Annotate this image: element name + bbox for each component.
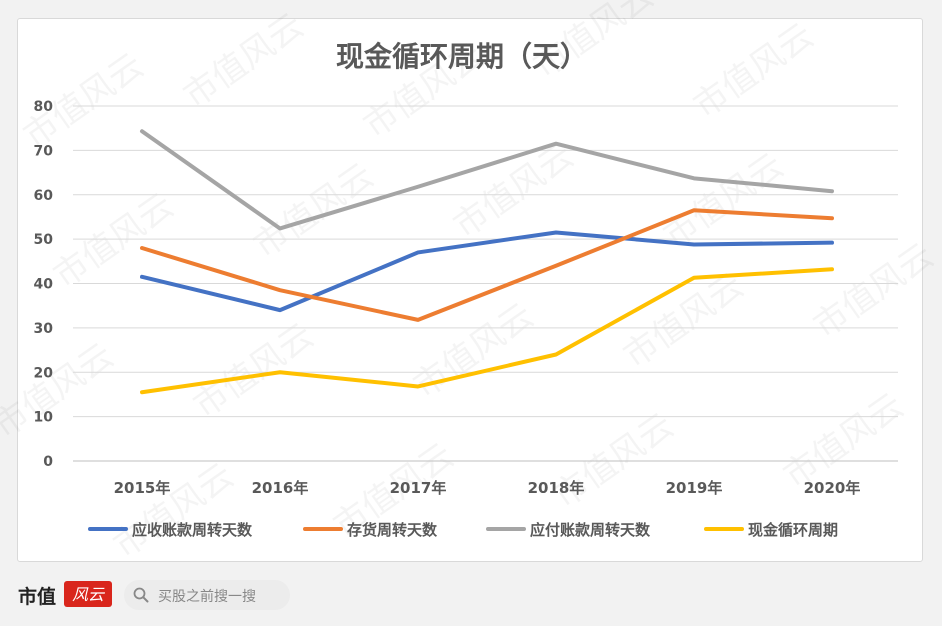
chart-card: [17, 18, 923, 562]
series-line-4: [140, 267, 834, 395]
watermark-text: 市值风云: [657, 146, 791, 257]
watermark-text: 市值风云: [407, 296, 541, 407]
series-line-1: [140, 230, 834, 313]
watermark-text: 市值风云: [807, 236, 941, 347]
legend: 应收账款周转天数 存货周转天数 应付账款周转天数 现金循环周期: [88, 521, 838, 539]
gridlines: [73, 105, 898, 462]
x-tick-label: 2017年: [390, 479, 447, 497]
y-tick-label: 60: [34, 188, 54, 204]
y-tick-label: 50: [34, 232, 54, 248]
y-tick-label: 70: [34, 143, 54, 159]
chart-title: 现金循环周期（天）: [336, 40, 588, 73]
y-tick-label: 80: [34, 99, 54, 115]
series-lines: [140, 129, 834, 395]
brand-logo: 风云: [64, 581, 112, 607]
watermark-text: 市值风云: [0, 336, 121, 447]
watermark-text: 市值风云: [107, 456, 241, 560]
watermark-text: 市值风云: [447, 136, 581, 247]
watermark-text: 市值风云: [247, 156, 381, 267]
watermark-text: 市值风云: [177, 6, 311, 117]
legend-label: 应付账款周转天数: [530, 521, 651, 539]
series-line-3: [140, 129, 834, 231]
legend-label: 应收账款周转天数: [132, 521, 253, 539]
search-placeholder: 买股之前搜一搜: [158, 589, 256, 605]
watermark-text: 市值风云: [687, 16, 821, 127]
x-tick-label: 2018年: [528, 479, 585, 497]
y-tick-label: 40: [34, 277, 54, 293]
footer-bar: 市值 风云 买股之前搜一搜: [0, 560, 942, 626]
series-line-2: [140, 208, 834, 322]
y-tick-label: 0: [43, 454, 53, 470]
watermark-text: 市值风云: [187, 316, 321, 427]
x-tick-label: 2019年: [666, 479, 723, 497]
x-tick-label: 2015年: [114, 479, 171, 497]
legend-label: 现金循环周期: [748, 521, 838, 539]
y-axis-ticks: 0 10 20 30 40 50 60 70 80: [34, 99, 54, 470]
search-box[interactable]: 买股之前搜一搜: [124, 580, 290, 610]
x-tick-label: 2016年: [252, 479, 309, 497]
legend-label: 存货周转天数: [347, 521, 438, 539]
brand-name: 市值: [18, 586, 57, 608]
brand-logo-text: 风云: [72, 585, 106, 604]
x-tick-label: 2020年: [804, 479, 861, 497]
y-tick-label: 20: [34, 365, 54, 381]
search-icon: [133, 587, 149, 603]
y-tick-label: 10: [34, 410, 54, 426]
x-axis-ticks: 2015年 2016年 2017年 2018年 2019年 2020年: [114, 479, 861, 497]
y-tick-label: 30: [34, 321, 54, 337]
